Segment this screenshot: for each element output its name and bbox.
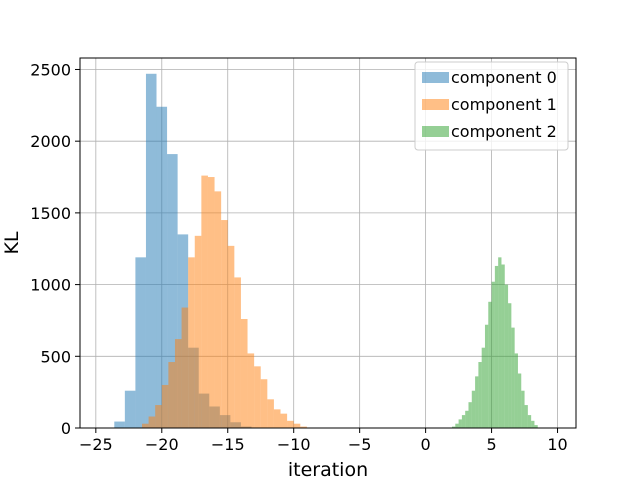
x-axis-label: iteration [288, 459, 368, 480]
y-tick-label-5: 2500 [30, 60, 71, 79]
bar-series-0-bin-5 [167, 154, 178, 428]
bar-series-1-bin-10 [207, 177, 215, 428]
bar-series-2-bin-15 [501, 264, 505, 428]
bar-series-2-bin-8 [478, 362, 482, 428]
bar-series-2-bin-19 [514, 353, 518, 428]
bar-series-1-bin-14 [234, 277, 241, 428]
y-tick-label-1: 500 [40, 347, 71, 366]
bar-series-2-bin-13 [494, 265, 499, 428]
bar-series-0-bin-0 [114, 421, 125, 428]
legend-box [414, 61, 569, 151]
plot-area-frame [79, 57, 577, 429]
bar-series-2-bin-5 [468, 402, 472, 428]
bar-series-2-bin-20 [517, 373, 522, 428]
bar-series-1-bin-16 [247, 353, 255, 428]
bar-series-0-bin-2 [135, 257, 146, 428]
legend-swatch-component-1 [422, 99, 449, 110]
legend: component 0 component 1 component 2 [414, 61, 569, 151]
bar-series-2-bin-11 [488, 301, 492, 428]
histogram-bars [114, 73, 538, 428]
bar-series-0-bin-3 [145, 73, 157, 428]
bar-series-1-bin-19 [267, 399, 274, 428]
legend-label-component-2: component 2 [451, 122, 557, 141]
y-tick-label-0: 0 [61, 419, 71, 438]
x-tick-label-5: 0 [421, 435, 431, 454]
legend-swatch-component-0 [422, 72, 449, 83]
bar-series-1-bin-12 [221, 220, 228, 428]
legend-swatch-component-2 [422, 126, 449, 137]
x-tick-label-7: 10 [547, 435, 567, 454]
bar-series-1-bin-3 [161, 384, 169, 428]
bar-series-2-bin-22 [524, 405, 528, 428]
bar-series-2-bin-12 [491, 281, 495, 428]
bar-series-2-bin-23 [527, 415, 532, 428]
y-tick-label-2: 1000 [30, 276, 71, 295]
legend-label-component-0: component 0 [451, 68, 557, 87]
bar-series-2-bin-9 [481, 347, 485, 428]
bar-series-2-bin-6 [471, 390, 476, 428]
y-tick-label-3: 1500 [30, 204, 71, 223]
bar-series-2-bin-10 [484, 324, 489, 428]
bar-series-1-bin-8 [194, 235, 202, 428]
bar-series-2-bin-16 [504, 284, 509, 428]
bar-series-1-bin-4 [168, 362, 175, 428]
bar-series-1-bin-11 [214, 191, 222, 428]
x-tick-label-3: −10 [277, 435, 311, 454]
bar-series-1-bin-1 [148, 416, 156, 428]
bar-series-1-bin-17 [254, 366, 261, 428]
bar-series-2-bin-3 [461, 415, 466, 428]
legend-label-component-1: component 1 [451, 95, 557, 114]
x-tick-label-6: 5 [486, 435, 496, 454]
bar-series-1-bin-24 [300, 426, 307, 428]
bar-series-2-bin-25 [534, 425, 538, 428]
bar-series-1-bin-2 [155, 405, 162, 428]
axis-ticks: −25 −20 −15 −10 −5 0 5 10 0 500 1000 1500 2000 2500 [30, 60, 567, 454]
x-tick-label-0: −25 [79, 435, 113, 454]
bar-series-1-bin-0 [142, 423, 149, 428]
bar-series-2-bin-14 [498, 257, 502, 428]
bar-series-1-bin-7 [188, 257, 195, 428]
y-axis-label: KL [1, 231, 23, 254]
bar-series-2-bin-4 [465, 410, 469, 428]
x-tick-label-2: −15 [211, 435, 245, 454]
bar-series-2-bin-18 [511, 327, 515, 428]
bar-series-1-bin-21 [280, 413, 288, 428]
x-tick-label-1: −20 [145, 435, 179, 454]
bar-series-1-bin-5 [174, 339, 182, 428]
bar-series-2-bin-2 [458, 419, 462, 428]
bar-series-1-bin-6 [181, 307, 189, 428]
bar-series-2-bin-24 [531, 420, 535, 428]
bar-series-0-bin-4 [156, 106, 168, 428]
bar-series-1-bin-9 [201, 175, 208, 428]
bar-series-2-bin-21 [521, 390, 525, 428]
bar-series-2-bin-7 [475, 376, 479, 428]
x-tick-label-4: −5 [348, 435, 372, 454]
bar-series-1-bin-22 [287, 420, 294, 428]
bar-series-1-bin-15 [240, 319, 248, 428]
bar-series-1-bin-13 [227, 245, 235, 428]
y-tick-label-4: 2000 [30, 132, 71, 151]
bar-series-1-bin-18 [260, 379, 268, 428]
bar-series-2-bin-17 [508, 303, 512, 428]
bar-series-0-bin-1 [124, 390, 136, 428]
bar-series-1-bin-20 [273, 409, 281, 428]
bar-series-2-bin-0 [452, 426, 456, 428]
bar-series-2-bin-1 [455, 423, 459, 428]
bar-series-1-bin-23 [293, 423, 301, 428]
